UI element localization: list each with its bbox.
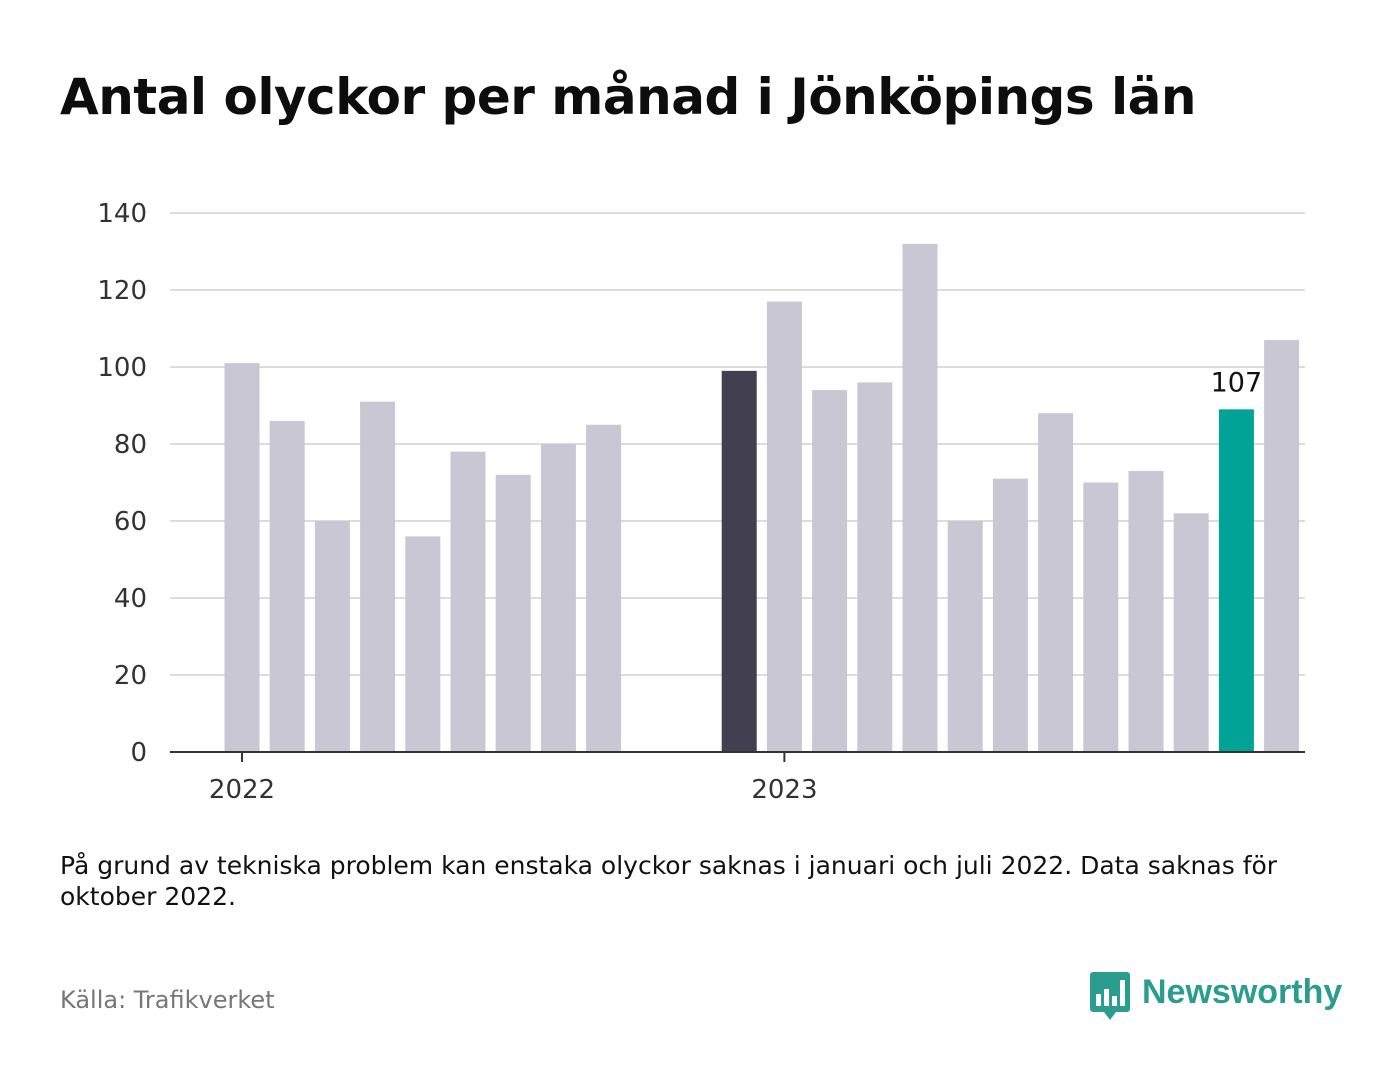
source-text: Källa: Trafikverket — [60, 986, 275, 1014]
y-axis-labels: 0 20 40 60 80 100 120 140 — [97, 199, 147, 768]
bar-2022-03 — [314, 521, 350, 752]
bar-2023-12 — [1264, 340, 1300, 752]
x-tick-label-2022: 2022 — [209, 775, 275, 805]
data-labels: 107 — [1211, 367, 1263, 398]
bar-2023-07 — [1038, 413, 1074, 752]
y-tick-label-0: 0 — [130, 738, 147, 768]
y-tick-label-100: 100 — [97, 353, 147, 383]
bar-2023-04 — [902, 243, 938, 753]
bar-2022-12 — [721, 370, 757, 752]
y-tick-label-40: 40 — [114, 584, 147, 614]
bar-2023-05 — [947, 521, 983, 752]
y-tick-label-80: 80 — [114, 430, 147, 460]
bar-2022-05 — [405, 536, 441, 752]
y-tick-label-20: 20 — [114, 661, 147, 691]
y-tick-label-120: 120 — [97, 276, 147, 306]
bar-2022-09 — [586, 424, 622, 752]
footnote: På grund av tekniska problem kan enstaka… — [60, 851, 1278, 911]
bar-2022-04 — [360, 401, 396, 752]
bar-2022-08 — [540, 444, 576, 752]
bar-chart-logo-icon — [1090, 972, 1130, 1020]
y-tick-label-140: 140 — [97, 199, 147, 229]
bar-2022-07 — [495, 474, 531, 752]
bar-2023-01 — [766, 301, 802, 752]
bar-2023-08 — [1083, 482, 1119, 752]
bar-2023-03 — [857, 382, 893, 752]
bar-2023-10 — [1173, 513, 1209, 752]
bar-2023-02 — [812, 390, 848, 752]
brand-logo: Newsworthy — [1090, 972, 1342, 1022]
chart-title: Antal olyckor per månad i Jönköpings län — [60, 68, 1196, 126]
bars — [224, 243, 1300, 753]
bar-2022-01 — [224, 363, 260, 752]
bar-2023-09 — [1128, 470, 1164, 752]
x-axis: 2022 2023 — [170, 751, 1305, 805]
brand-name: Newsworthy — [1142, 973, 1343, 1011]
data-label-2023-11: 107 — [1211, 367, 1263, 398]
y-tick-label-60: 60 — [114, 507, 147, 537]
bar-2023-11 — [1218, 409, 1254, 752]
bar-2022-06 — [450, 451, 486, 752]
bar-2022-02 — [269, 420, 305, 752]
x-tick-label-2023: 2023 — [751, 775, 817, 805]
bar-chart: 0 20 40 60 80 100 120 140 107 2022 2023 — [97, 199, 1305, 805]
bar-2023-06 — [992, 478, 1028, 752]
